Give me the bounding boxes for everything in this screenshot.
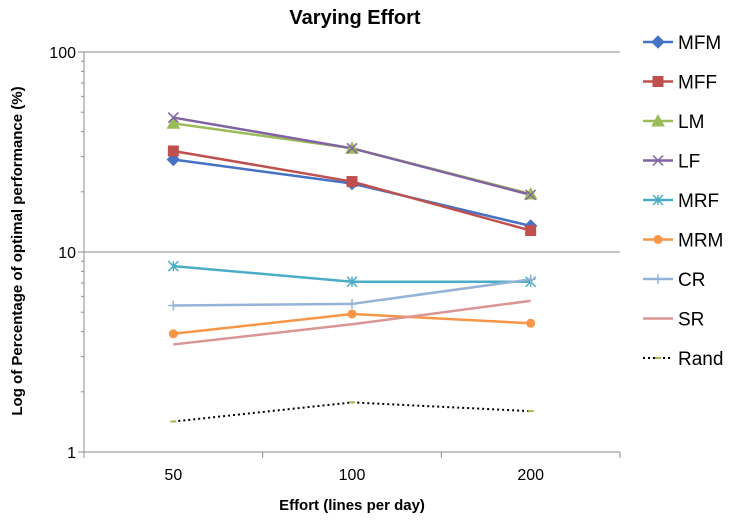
legend-label: LM [678,112,704,133]
data-point [166,152,181,167]
legend-label: Rand [678,349,723,370]
data-point [167,260,179,272]
data-point [167,145,179,157]
gridlines [84,51,620,253]
legend-item-lf: LF [643,152,700,173]
legend-item-cr: CR [643,270,705,291]
legend-item-rand: Rand [643,349,723,370]
legend-label: SR [678,310,704,331]
data-point [168,300,179,311]
legend-label: MRF [678,191,719,212]
series-line-mff [173,149,531,232]
legend-item-mrf: MRF [643,191,719,212]
y-tick-label: 1 [67,445,76,462]
data-point [346,142,358,154]
data-point [166,116,181,129]
data-point [653,235,663,244]
data-point [525,189,537,201]
data-point [523,186,538,200]
series-lines [173,116,531,423]
data-point [652,154,664,167]
legend-item-lm: LM [643,112,704,133]
legend-item-mrm: MRM [643,231,723,252]
legend-label: LF [678,152,700,173]
y-tick-label: 100 [49,45,76,62]
x-tick-label: 100 [339,467,366,484]
data-point [167,112,179,124]
data-point [346,276,358,288]
data-point [525,225,537,237]
chart-title: Varying Effort [289,7,420,29]
y-tick-label: 10 [58,245,76,262]
data-point [651,35,665,49]
data-point [347,298,357,309]
data-point [526,318,536,328]
data-point [347,309,357,319]
data-point [346,176,358,188]
legend-label: MRM [678,231,723,252]
legend-label: CR [678,270,705,291]
data-point [652,76,664,87]
x-tick-label: 200 [517,467,544,484]
legend-item-sr: SR [643,310,704,331]
data-point [653,274,663,284]
y-axis-title: Log of Percentage of optimal performance… [9,86,26,415]
data-point [525,274,536,285]
legend-item-mfm: MFM [643,33,721,54]
x-axis-title: Effort (lines per day) [279,497,425,514]
data-point [168,329,178,339]
legend-item-mff: MFF [643,73,717,94]
series-markers [166,112,538,423]
legend-label: MFF [678,73,717,94]
axes [78,51,621,458]
series-line-rand [173,401,531,423]
x-tick-label: 50 [164,467,182,484]
legend: MFM MFF LM LF MRF MRM CR SR Rand [643,33,723,370]
legend-label: MFM [678,33,721,54]
data-point [652,194,664,206]
series-line-sr [173,299,531,346]
tick-labels: 1 10 100 50 100 200 [49,45,544,484]
data-point [651,113,665,127]
